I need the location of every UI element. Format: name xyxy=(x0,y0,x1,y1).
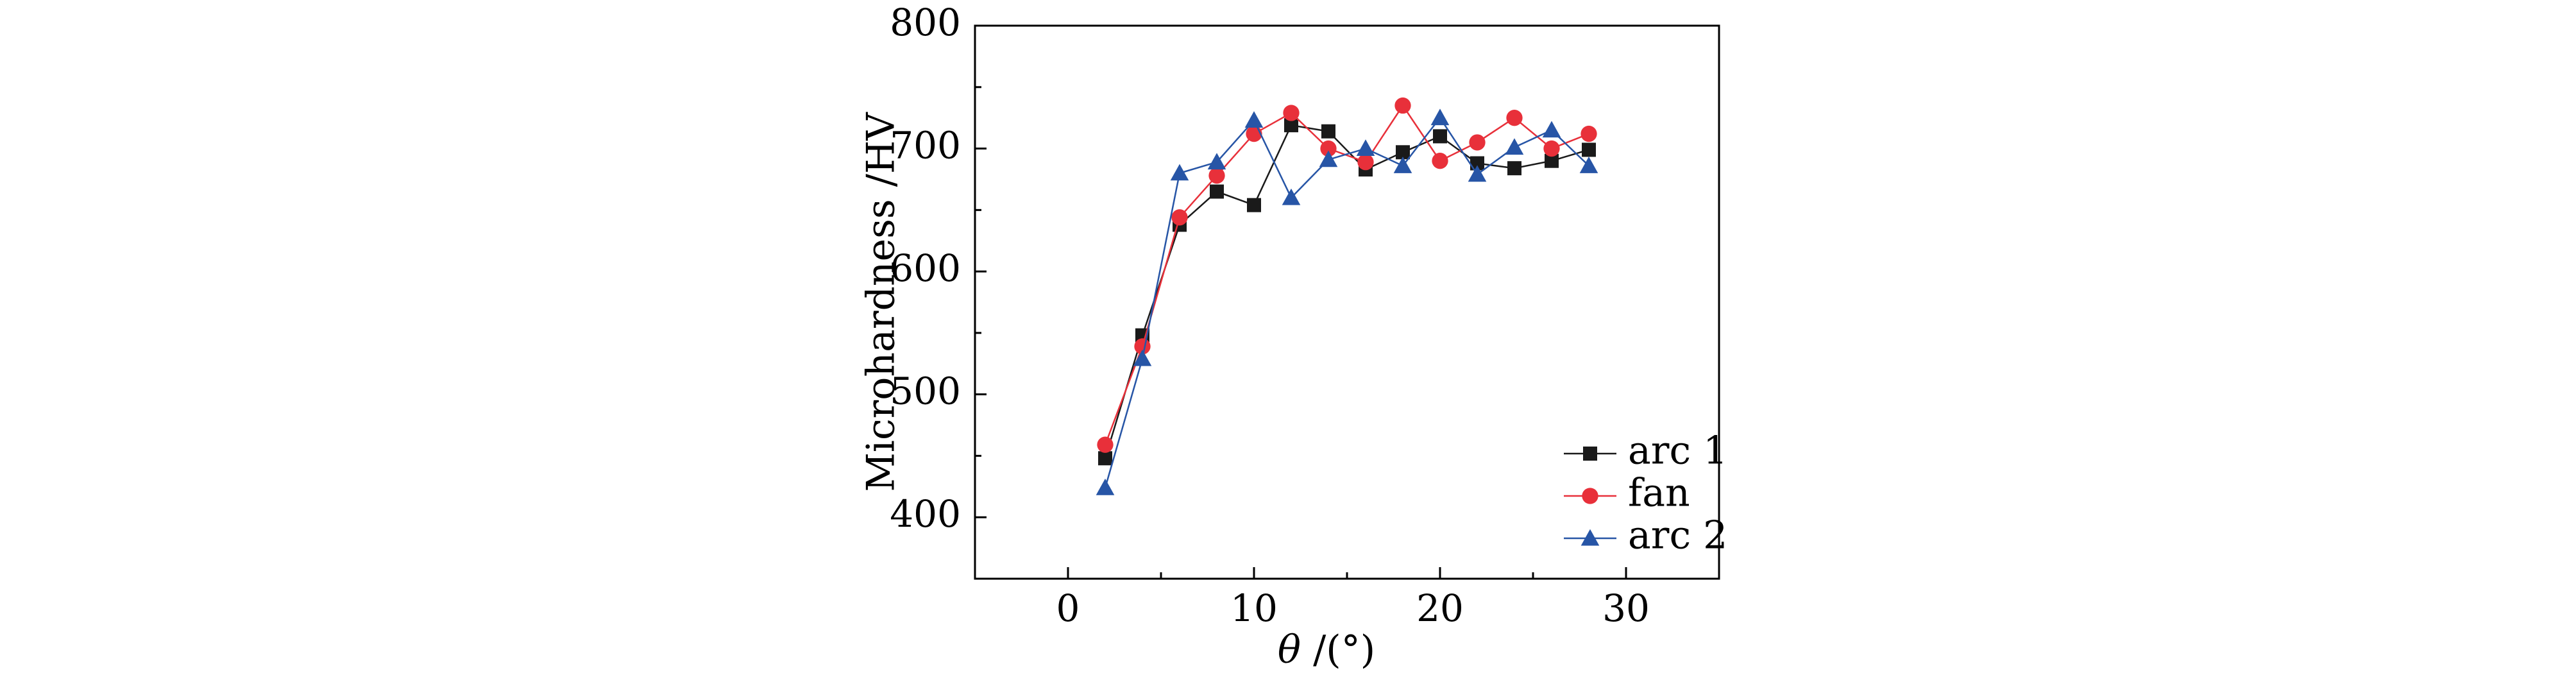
data-point-fan xyxy=(1283,105,1300,121)
data-point-arc-2 xyxy=(1319,150,1338,167)
series-layer xyxy=(1096,97,1598,495)
data-point-arc-2 xyxy=(1542,121,1561,138)
data-point-fan xyxy=(1394,97,1411,114)
series-arc-2 xyxy=(1096,108,1598,495)
data-point-fan xyxy=(1097,436,1114,453)
data-point-fan xyxy=(1543,140,1560,157)
y-tick-label: 400 xyxy=(890,492,961,536)
x-axis-title: θ /(°) xyxy=(1278,627,1375,672)
y-tick-label: 600 xyxy=(890,246,961,290)
x-axis-symbol: θ xyxy=(1278,627,1301,672)
x-axis-unit: /(°) xyxy=(1301,627,1375,672)
data-point-fan xyxy=(1506,110,1523,126)
legend-marker-arc-2 xyxy=(1580,529,1600,546)
x-tick-label: 10 xyxy=(1230,586,1278,630)
data-point-arc-2 xyxy=(1170,164,1189,181)
data-point-arc-1 xyxy=(1321,124,1335,139)
legend-marker-arc-1 xyxy=(1583,447,1597,461)
y-tick-label: 800 xyxy=(890,1,961,44)
series-arc-1 xyxy=(1098,118,1596,466)
data-point-arc-2 xyxy=(1244,111,1264,128)
data-point-arc-2 xyxy=(1282,188,1301,205)
data-point-arc-2 xyxy=(1505,138,1524,155)
data-point-fan xyxy=(1357,153,1374,171)
data-point-arc-2 xyxy=(1133,349,1152,366)
data-point-arc-1 xyxy=(1210,184,1224,199)
x-tick-label: 20 xyxy=(1416,586,1464,630)
legend-marker-fan xyxy=(1582,488,1598,504)
data-point-fan xyxy=(1432,153,1448,169)
legend-label-fan: fan xyxy=(1628,471,1690,516)
y-tick-label: 500 xyxy=(890,370,961,413)
data-point-arc-2 xyxy=(1430,108,1450,126)
data-point-fan xyxy=(1171,209,1188,226)
x-tick-label: 30 xyxy=(1602,586,1650,630)
data-point-arc-1 xyxy=(1396,145,1410,160)
data-point-fan xyxy=(1320,140,1337,157)
legend-item-fan: fan xyxy=(1564,471,1690,516)
y-tick-label: 700 xyxy=(890,124,961,167)
axis-ticks xyxy=(974,24,1720,580)
data-point-arc-1 xyxy=(1545,153,1559,168)
legend-label-arc-2: arc 2 xyxy=(1628,513,1727,558)
x-tick-label: 0 xyxy=(1056,586,1080,630)
data-point-arc-1 xyxy=(1507,161,1521,176)
data-point-arc-2 xyxy=(1468,165,1487,182)
data-point-arc-2 xyxy=(1356,139,1375,156)
data-point-arc-2 xyxy=(1096,478,1115,495)
data-point-fan xyxy=(1580,125,1597,142)
legend-label-arc-1: arc 1 xyxy=(1628,429,1727,473)
data-point-arc-1 xyxy=(1284,118,1298,133)
data-point-fan xyxy=(1208,167,1225,184)
legend-item-arc-1: arc 1 xyxy=(1564,429,1727,473)
data-point-arc-1 xyxy=(1433,129,1447,144)
tick-labels: 0 10 20 30 400 500 600 700 800 xyxy=(890,1,1650,630)
data-point-arc-2 xyxy=(1393,157,1412,173)
y-axis-title: Microhardness /HV xyxy=(859,112,904,492)
data-point-arc-1 xyxy=(1470,156,1484,171)
data-point-arc-1 xyxy=(1247,198,1261,212)
data-point-arc-2 xyxy=(1207,153,1226,170)
legend-item-arc-2: arc 2 xyxy=(1564,513,1727,558)
series-line-fan xyxy=(1104,104,1589,445)
data-point-arc-2 xyxy=(1579,157,1598,173)
data-point-arc-1 xyxy=(1098,451,1112,466)
data-point-fan xyxy=(1469,134,1486,151)
data-point-arc-1 xyxy=(1582,142,1596,157)
